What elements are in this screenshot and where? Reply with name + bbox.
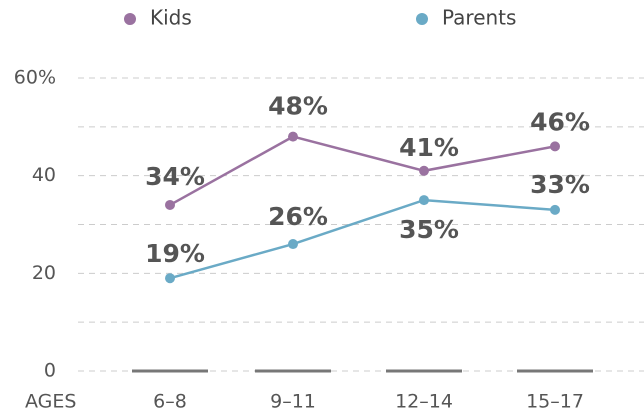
legend-label: Kids — [150, 6, 192, 30]
x-tick-label: 9–11 — [270, 391, 316, 413]
y-tick-label: 0 — [44, 360, 56, 382]
point — [288, 131, 298, 142]
x-tick-label: 12–14 — [395, 391, 453, 413]
point — [419, 195, 429, 206]
data-label: 46% — [530, 107, 590, 136]
x-axis-label: AGES — [25, 391, 76, 413]
y-tick-label: 20 — [32, 262, 56, 284]
point — [550, 141, 560, 152]
line — [169, 135, 556, 207]
y-tick-label: 60% — [14, 67, 56, 89]
point — [419, 165, 429, 176]
data-label: 19% — [145, 239, 205, 268]
point — [165, 273, 175, 284]
x-tick-label: 15–17 — [526, 391, 584, 413]
data-label: 26% — [268, 202, 328, 231]
data-label: 41% — [399, 133, 459, 162]
point — [165, 199, 175, 210]
data-label: 33% — [530, 170, 590, 199]
line — [169, 198, 556, 280]
legend-marker — [416, 13, 428, 25]
legend-label: Parents — [442, 6, 516, 30]
legend-marker — [124, 13, 136, 25]
point — [288, 239, 298, 250]
data-label: 48% — [268, 92, 328, 121]
data-label: 34% — [145, 162, 205, 191]
point — [550, 204, 560, 215]
x-tick-label: 6–8 — [153, 391, 187, 413]
y-tick-label: 40 — [32, 164, 56, 186]
data-label: 35% — [399, 215, 459, 244]
